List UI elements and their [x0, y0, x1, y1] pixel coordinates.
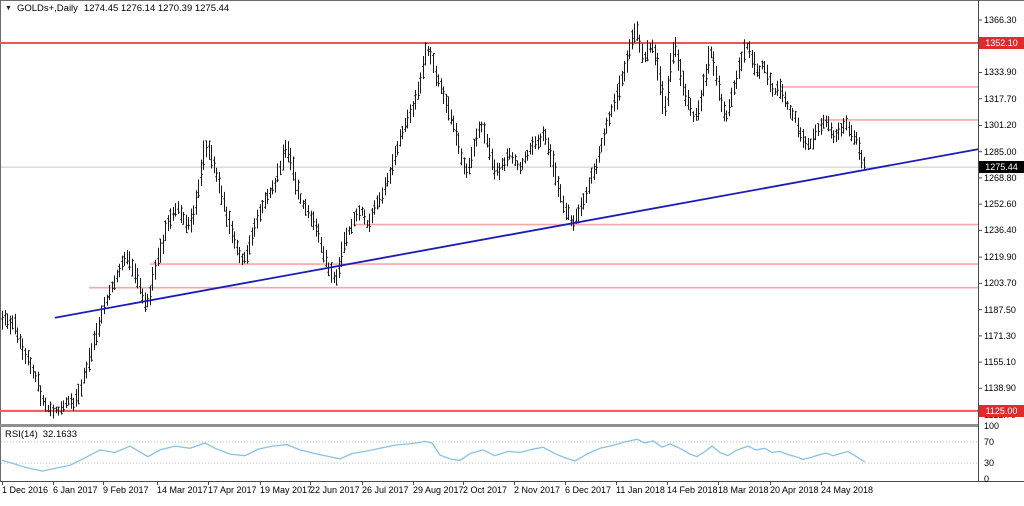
rsi-scale-label: 100	[984, 421, 1000, 431]
date-label: 11 Jan 2018	[616, 485, 665, 495]
pane-separator[interactable]	[0, 424, 978, 427]
date-label: 17 Apr 2017	[208, 485, 257, 495]
rsi-label: RSI(14)	[5, 429, 38, 440]
date-label: 22 Jun 2017	[310, 485, 360, 495]
price-tick-label: 1252.60	[984, 199, 1017, 209]
symbol-dropdown-icon[interactable]: ▼	[5, 5, 12, 12]
rsi-value: 32.1633	[42, 429, 78, 440]
current-price-badge: 1275.44	[979, 161, 1024, 173]
rsi-caption: RSI(14) 32.1633	[5, 429, 77, 440]
date-label: 14 Mar 2017	[157, 485, 208, 495]
rsi-scale-label: 0	[984, 474, 990, 484]
candlestick-series	[1, 21, 866, 419]
price-tick-label: 1285.00	[984, 147, 1017, 157]
price-tick-label: 1236.40	[984, 225, 1017, 235]
rsi-scale-label: 70	[984, 437, 995, 447]
date-label: 1 Dec 2016	[2, 485, 49, 495]
rsi-line	[1, 438, 866, 472]
trendline	[54, 148, 979, 319]
price-tick-label: 1171.30	[984, 331, 1016, 341]
date-label: 9 Feb 2017	[103, 485, 149, 495]
price-tick-label: 1268.80	[984, 173, 1017, 183]
date-label: 26 Jul 2017	[362, 485, 409, 495]
ohlc-values: 1274.45 1276.14 1270.39 1275.44	[83, 3, 230, 14]
price-tick-label: 1333.90	[984, 67, 1017, 77]
date-label: 24 May 2018	[821, 485, 874, 495]
date-label: 2 Oct 2017	[463, 485, 508, 495]
price-tick-label: 1366.30	[984, 15, 1017, 25]
date-label: 6 Dec 2017	[565, 485, 612, 495]
price-tick-label: 1203.70	[984, 278, 1017, 288]
price-tick-label: 1219.90	[984, 252, 1017, 262]
price-tick-label: 1138.90	[984, 383, 1016, 393]
level-price-badge: 1352.10	[979, 37, 1024, 49]
price-tick-label: 1155.10	[984, 357, 1016, 367]
date-label: 29 Aug 2017	[413, 485, 464, 495]
rsi-scale-label: 30	[984, 458, 995, 468]
symbol-period-label: GOLDs+,Daily	[16, 3, 78, 14]
price-tick-label: 1301.20	[984, 120, 1017, 130]
date-label: 2 Nov 2017	[514, 485, 561, 495]
date-label: 19 May 2017	[260, 485, 313, 495]
date-label: 6 Jan 2017	[53, 485, 98, 495]
price-tick-label: 1317.70	[984, 94, 1017, 104]
date-label: 18 Mar 2018	[718, 485, 769, 495]
price-tick-label: 1187.50	[984, 305, 1016, 315]
chart-title: ▼ GOLDs+,Daily 1274.45 1276.14 1270.39 127…	[5, 3, 229, 14]
date-label: 14 Feb 2018	[667, 485, 718, 495]
level-price-badge: 1125.00	[979, 405, 1024, 417]
date-label: 20 Apr 2018	[770, 485, 819, 495]
